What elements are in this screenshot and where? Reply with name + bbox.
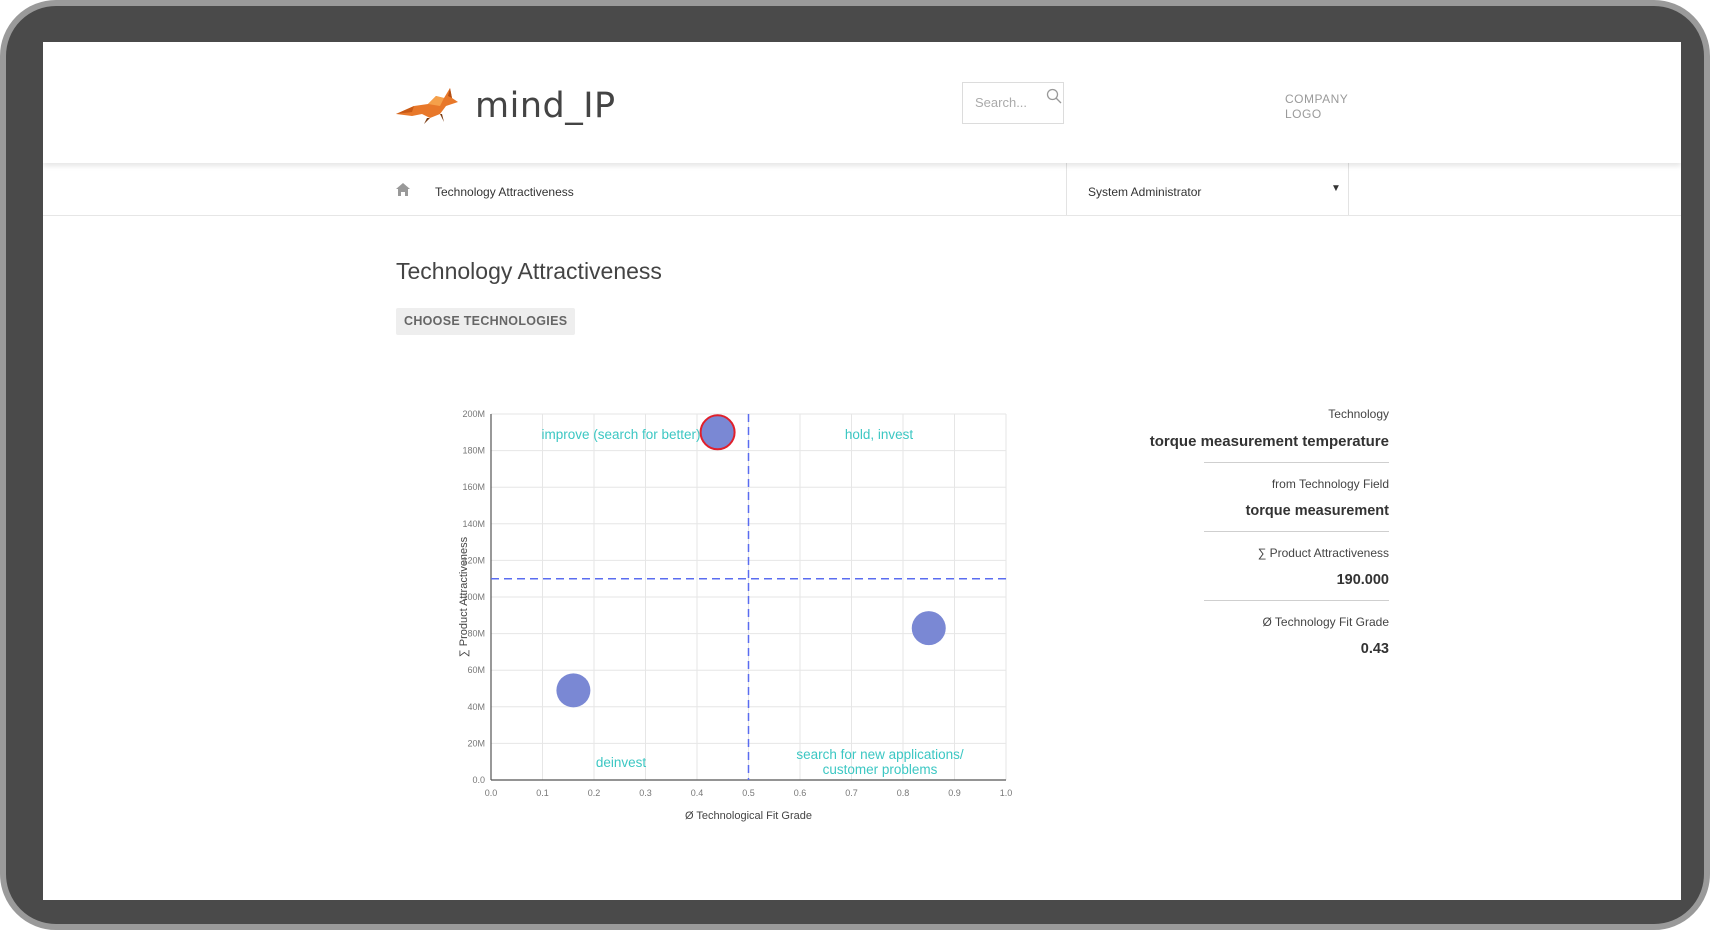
y-tick-label: 160M bbox=[462, 482, 485, 492]
quadrant-label-customer-problems: customer problems bbox=[823, 762, 938, 777]
technology-value: torque measurement temperature bbox=[1149, 433, 1389, 450]
divider bbox=[1204, 531, 1389, 532]
y-tick-label: 20M bbox=[467, 738, 485, 748]
y-tick-label: 40M bbox=[467, 702, 485, 712]
x-tick-label: 0.8 bbox=[897, 788, 910, 798]
x-tick-label: 0.7 bbox=[845, 788, 858, 798]
scatter-chart: 0.0 0.1 0.2 0.3 0.4 0.5 0.6 0.7 0.8 0.9 1.0 0.0 20M 4… bbox=[458, 409, 1012, 822]
fox-logo-icon[interactable] bbox=[394, 84, 460, 124]
field-value: torque measurement bbox=[1245, 503, 1389, 519]
page-title: Technology Attractiveness bbox=[396, 258, 662, 284]
threshold-lines bbox=[491, 414, 1006, 780]
y-tick-label: 180M bbox=[462, 446, 485, 456]
x-tick-label: 0.6 bbox=[794, 788, 807, 798]
data-point-selected[interactable] bbox=[699, 414, 736, 451]
user-name: System Administrator bbox=[1088, 185, 1202, 199]
y-axis-label: ∑ Product Attractiveness bbox=[458, 536, 470, 657]
company-logo-line1: COMPANY bbox=[1285, 92, 1349, 106]
y-tick-label: 140M bbox=[462, 519, 485, 529]
app-screen: mind_IP COMPANY LOGO Technology Attracti… bbox=[43, 42, 1681, 900]
search-box[interactable] bbox=[962, 82, 1064, 124]
divider bbox=[1204, 600, 1389, 601]
y-tick-label: 100M bbox=[462, 592, 485, 602]
x-tick-label: 0.3 bbox=[639, 788, 652, 798]
x-tick-label: 0.1 bbox=[536, 788, 549, 798]
company-logo: COMPANY LOGO bbox=[1285, 92, 1365, 122]
y-tick-label: 0.0 bbox=[472, 775, 485, 785]
home-icon[interactable] bbox=[395, 182, 411, 197]
attractiveness-row: ∑ Product Attractiveness 190.000 bbox=[1103, 546, 1389, 588]
attractiveness-label: ∑ Product Attractiveness bbox=[1257, 546, 1389, 560]
x-tick-label: 0.2 bbox=[588, 788, 601, 798]
fit-grade-row: Ø Technology Fit Grade 0.43 bbox=[1103, 615, 1389, 657]
fit-grade-value: 0.43 bbox=[1360, 641, 1389, 657]
y-tick-label: 80M bbox=[467, 629, 485, 639]
data-points bbox=[556, 414, 946, 708]
divider bbox=[1204, 462, 1389, 463]
top-header: mind_IP COMPANY LOGO bbox=[43, 42, 1681, 163]
field-label: from Technology Field bbox=[1271, 477, 1389, 491]
company-logo-line2: LOGO bbox=[1285, 107, 1322, 121]
chevron-down-icon: ▼ bbox=[1331, 183, 1341, 194]
chart-ticks: 0.0 0.1 0.2 0.3 0.4 0.5 0.6 0.7 0.8 0.9 1.0 0.0 20M 4… bbox=[462, 409, 1012, 798]
breadcrumb[interactable]: Technology Attractiveness bbox=[435, 185, 574, 199]
quadrant-label-improve: improve (search for better) bbox=[541, 427, 700, 442]
fit-grade-label: Ø Technology Fit Grade bbox=[1262, 615, 1389, 629]
data-point[interactable] bbox=[911, 611, 946, 646]
x-tick-label: 0.9 bbox=[948, 788, 961, 798]
choose-technologies-button[interactable]: CHOOSE TECHNOLOGIES bbox=[396, 308, 576, 335]
x-tick-label: 1.0 bbox=[1000, 788, 1013, 798]
app-name: mind_IP bbox=[475, 86, 616, 126]
quadrant-labels: improve (search for better) hold, invest d… bbox=[541, 427, 963, 777]
y-tick-label: 200M bbox=[462, 409, 485, 419]
field-row: from Technology Field torque measurement bbox=[1103, 477, 1389, 519]
user-menu-dropdown[interactable]: System Administrator ▼ bbox=[1066, 163, 1349, 215]
quadrant-label-deinvest: deinvest bbox=[596, 755, 647, 770]
nav-bar: Technology Attractiveness System Adminis… bbox=[43, 163, 1681, 216]
attractiveness-value: 190.000 bbox=[1336, 572, 1389, 588]
x-axis-label: Ø Technological Fit Grade bbox=[685, 810, 812, 822]
technology-label: Technology bbox=[1328, 407, 1389, 421]
details-panel: Technology torque measurement temperatur… bbox=[1103, 407, 1389, 657]
x-tick-label: 0.0 bbox=[485, 788, 498, 798]
y-tick-label: 60M bbox=[467, 665, 485, 675]
quadrant-label-hold-invest: hold, invest bbox=[845, 427, 914, 442]
quadrant-label-new-applications: search for new applications/ bbox=[796, 747, 964, 762]
x-tick-label: 0.5 bbox=[742, 788, 755, 798]
search-icon[interactable] bbox=[1046, 88, 1062, 104]
data-point[interactable] bbox=[556, 673, 591, 708]
y-tick-label: 120M bbox=[462, 555, 485, 565]
x-tick-label: 0.4 bbox=[691, 788, 704, 798]
search-input[interactable] bbox=[975, 95, 1035, 110]
technology-row: Technology torque measurement temperatur… bbox=[1103, 407, 1389, 450]
